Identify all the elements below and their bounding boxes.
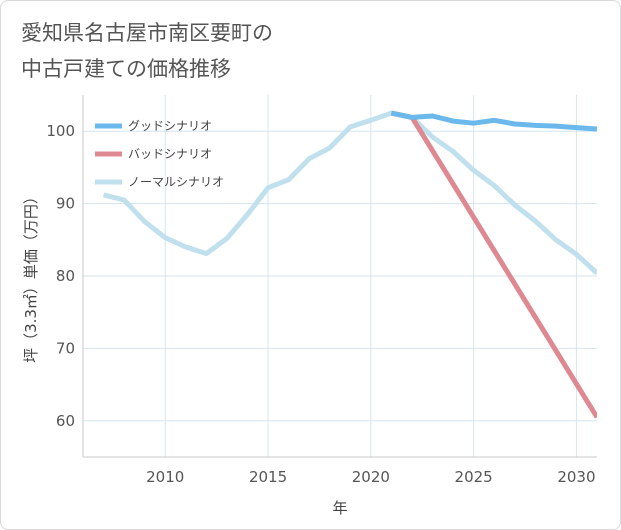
x-axis-label: 年 (332, 499, 347, 517)
legend-label: グッドシナリオ (128, 119, 212, 133)
series-lines (102, 110, 597, 419)
x-tick-label: 2030 (557, 468, 595, 486)
chart-title-line-2: 中古戸建ての価格推移 (21, 57, 231, 81)
x-tick-label: 2015 (249, 468, 287, 486)
series-line-bad (390, 110, 597, 419)
y-tick-label: 60 (56, 412, 75, 430)
y-tick-labels: 60 70 80 90 100 (46, 122, 75, 430)
x-tick-label: 2010 (146, 468, 184, 486)
series-line-normal (102, 110, 597, 275)
legend-label: ノーマルシナリオ (128, 175, 224, 189)
chart-title: 愛知県名古屋市南区要町の 中古戸建ての価格推移 (21, 15, 273, 87)
y-tick-label: 80 (56, 267, 75, 285)
y-tick-label: 100 (46, 122, 75, 140)
y-axis-label: 坪（3.3㎡）単価（万円） (22, 189, 40, 363)
legend-label: バッドシナリオ (128, 147, 212, 161)
series-line-good (390, 110, 597, 132)
plot-area-border (82, 95, 597, 458)
y-tick-label: 70 (56, 339, 75, 357)
x-tick-label: 2020 (352, 468, 390, 486)
x-tick-labels: 2010 2015 2020 2025 2030 (146, 468, 595, 486)
chart-title-line-1: 愛知県名古屋市南区要町の (21, 21, 273, 45)
x-tick-label: 2025 (455, 468, 493, 486)
y-tick-label: 90 (56, 195, 75, 213)
